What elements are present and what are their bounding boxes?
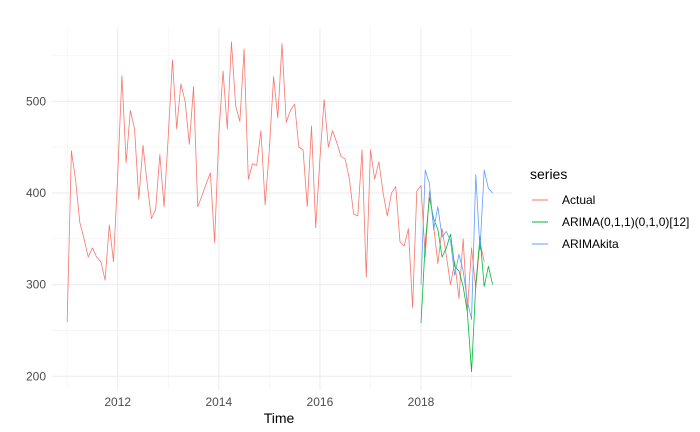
legend-label-arima-0-1-1-0-1-0-12: ARIMA(0,1,1)(0,1,0)[12] bbox=[562, 215, 689, 229]
series-line-arima-0-1-1-0-1-0-12 bbox=[420, 197, 494, 373]
y-tick-label: 200 bbox=[26, 369, 46, 383]
x-axis-title: Time bbox=[264, 410, 295, 426]
x-tick-label: 2018 bbox=[408, 395, 435, 409]
y-tick-label: 400 bbox=[26, 186, 46, 200]
legend-label-arimakita: ARIMAkita bbox=[562, 237, 619, 251]
y-tick-label: 500 bbox=[26, 94, 46, 108]
legend-label-actual: Actual bbox=[562, 193, 595, 207]
y-tick-labels: 200 300 400 500 bbox=[26, 94, 46, 383]
series-lines bbox=[66, 41, 494, 373]
series-line-actual bbox=[66, 41, 485, 323]
y-tick-label: 300 bbox=[26, 278, 46, 292]
x-tick-label: 2012 bbox=[104, 395, 131, 409]
x-tick-labels: 2012 2014 2016 2018 bbox=[104, 395, 434, 409]
legend: series Actual ARIMA(0,1,1)(0,1,0)[12] ARIM… bbox=[530, 166, 689, 251]
legend-items: Actual ARIMA(0,1,1)(0,1,0)[12] ARIMAkita bbox=[532, 193, 689, 251]
x-tick-label: 2016 bbox=[307, 395, 334, 409]
legend-title: series bbox=[530, 166, 567, 182]
major-gridlines bbox=[52, 28, 512, 390]
series-line-arimakita bbox=[420, 169, 493, 320]
x-tick-label: 2014 bbox=[205, 395, 232, 409]
